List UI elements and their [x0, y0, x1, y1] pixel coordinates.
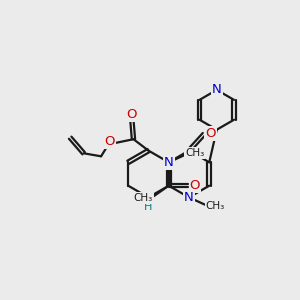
Text: N: N — [212, 83, 222, 96]
Text: H: H — [144, 202, 153, 212]
Text: CH₃: CH₃ — [185, 148, 205, 158]
Text: CH₃: CH₃ — [134, 193, 153, 203]
Text: N: N — [184, 191, 194, 204]
Text: N: N — [164, 156, 174, 169]
Text: O: O — [127, 108, 137, 121]
Text: O: O — [205, 127, 216, 140]
Text: N: N — [144, 191, 153, 204]
Text: CH₃: CH₃ — [206, 201, 225, 212]
Text: O: O — [104, 135, 115, 148]
Text: O: O — [190, 179, 200, 192]
